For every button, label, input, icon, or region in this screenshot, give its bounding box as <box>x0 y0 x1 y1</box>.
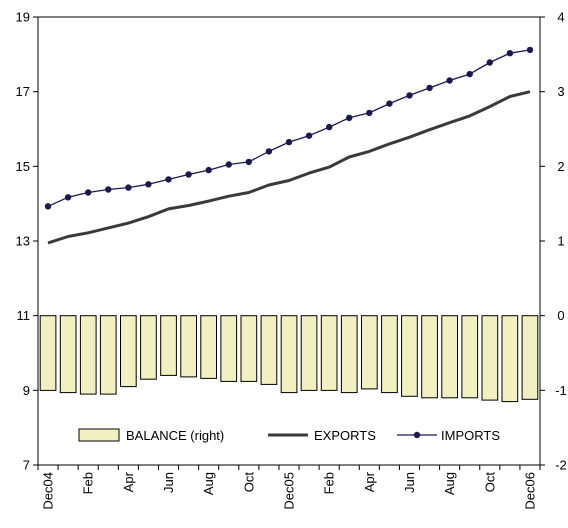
imports-point <box>165 176 172 183</box>
balance-bar <box>59 315 77 394</box>
imports-point <box>205 166 212 174</box>
balance-bar <box>120 315 137 388</box>
balance-bar <box>441 315 458 399</box>
imports-point <box>466 70 473 78</box>
left-axis-label: 15 <box>16 159 30 174</box>
x-axis-label: Feb <box>322 472 337 494</box>
imports-point <box>326 123 333 131</box>
balance-bar <box>180 315 198 378</box>
imports-point <box>426 84 433 92</box>
balance-bar <box>381 315 398 394</box>
imports-point <box>145 181 152 188</box>
left-axis-label: 9 <box>23 383 30 398</box>
x-axis-label: Apr <box>362 471 377 492</box>
x-axis-label: Dec06 <box>522 472 537 510</box>
balance-bar <box>401 315 418 397</box>
lines-layer <box>44 46 534 245</box>
imports-point <box>265 148 273 155</box>
imports-point <box>285 138 293 146</box>
imports-point <box>85 189 92 196</box>
x-axis-label: Feb <box>81 472 96 494</box>
x-axis-label: Apr <box>121 471 136 492</box>
imports-point <box>64 194 72 201</box>
imports-point <box>446 77 453 84</box>
balance-bar <box>461 315 479 399</box>
x-axis-label: Dec05 <box>282 472 297 510</box>
imports-point <box>486 59 493 66</box>
axes-layer: 7 9 11 13 15 17 19 -2 -1 0 1 2 3 4 Dec04 Feb Apr Jun Aug Oc… <box>16 10 567 510</box>
x-axis-label: Dec04 <box>41 472 56 510</box>
legend-imports-label: IMPORTS <box>441 428 500 443</box>
imports-point <box>225 161 232 168</box>
balance-bar <box>99 315 117 395</box>
left-axis-label: 17 <box>16 84 30 99</box>
balance-bar <box>39 315 57 391</box>
right-axis-label: 4 <box>557 10 564 25</box>
imports-point <box>245 158 252 166</box>
left-axis-label: 11 <box>17 308 31 323</box>
imports-point <box>185 171 192 178</box>
x-axis-label: Oct <box>482 472 497 493</box>
imports-point <box>386 100 393 107</box>
imports-line <box>47 49 531 207</box>
balance-bar <box>280 315 298 394</box>
legend-balance-label: BALANCE (right) <box>126 428 224 443</box>
right-axis-label: 0 <box>557 308 564 323</box>
x-axis-label: Aug <box>442 472 457 495</box>
left-axis-label: 19 <box>16 10 30 25</box>
balance-bar <box>240 315 258 382</box>
balance-bar <box>220 315 238 382</box>
balance-bar <box>79 315 97 395</box>
right-axis-label: -1 <box>555 383 567 398</box>
balance-bar <box>260 315 278 385</box>
x-axis-label: Jun <box>161 472 176 493</box>
balance-bar <box>340 315 358 394</box>
right-axis-label: 2 <box>557 159 564 174</box>
balance-bar <box>300 315 318 391</box>
legend-imports-marker <box>413 431 421 439</box>
balance-bar <box>501 315 519 403</box>
imports-point <box>44 203 52 210</box>
imports-point <box>305 132 313 139</box>
right-axis-label: -2 <box>555 458 567 473</box>
bars-layer <box>39 315 539 403</box>
legend-balance-swatch <box>78 428 120 442</box>
imports-point <box>366 109 373 117</box>
balance-bar <box>200 315 218 379</box>
balance-bar <box>481 315 499 401</box>
balance-bar <box>361 315 378 390</box>
imports-point <box>406 92 413 99</box>
exports-line <box>47 90 531 245</box>
x-axis-label: Aug <box>201 472 216 495</box>
right-axis-label: 3 <box>557 84 564 99</box>
imports-point <box>346 114 353 122</box>
x-axis-label: Oct <box>241 472 256 493</box>
legend: BALANCE (right) EXPORTS IMPORTS <box>78 428 500 443</box>
balance-bar <box>160 315 177 376</box>
left-axis-label: 7 <box>23 458 30 473</box>
x-axis-label: Jun <box>402 472 417 493</box>
imports-point <box>506 50 514 57</box>
imports-point <box>526 46 534 54</box>
balance-bar <box>421 315 438 399</box>
balance-bar <box>521 315 539 400</box>
legend-exports-label: EXPORTS <box>314 428 376 443</box>
balance-bar <box>320 315 338 391</box>
right-axis-label: 1 <box>557 234 564 249</box>
left-axis-label: 13 <box>16 234 30 249</box>
imports-point <box>105 186 112 193</box>
balance-bar <box>140 315 157 380</box>
imports-point <box>125 184 132 191</box>
